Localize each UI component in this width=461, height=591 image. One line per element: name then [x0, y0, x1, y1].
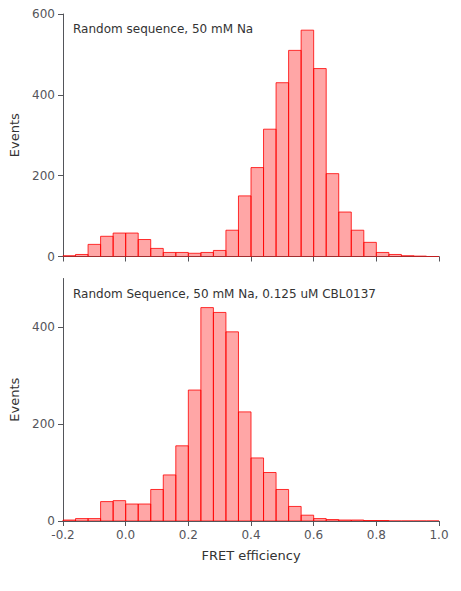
svg-text:0.2: 0.2 [179, 528, 198, 542]
svg-text:Random Sequence, 50 mM Na, 0.1: Random Sequence, 50 mM Na, 0.125 uM CBL0… [73, 287, 376, 301]
svg-text:200: 200 [32, 169, 55, 183]
svg-text:400: 400 [32, 88, 55, 102]
svg-text:1.0: 1.0 [429, 528, 448, 542]
svg-text:FRET efficiency: FRET efficiency [201, 548, 301, 563]
svg-text:0.0: 0.0 [116, 528, 135, 542]
svg-text:0.6: 0.6 [304, 528, 323, 542]
svg-text:Random sequence, 50 mM Na: Random sequence, 50 mM Na [73, 22, 253, 36]
svg-text:Events: Events [7, 378, 22, 422]
svg-text:600: 600 [32, 7, 55, 21]
svg-text:0: 0 [47, 250, 55, 264]
svg-text:0.8: 0.8 [367, 528, 386, 542]
svg-text:0: 0 [47, 514, 55, 528]
svg-text:200: 200 [32, 417, 55, 431]
svg-text:Events: Events [7, 113, 22, 157]
svg-text:0.4: 0.4 [241, 528, 260, 542]
svg-text:-0.2: -0.2 [51, 528, 74, 542]
svg-text:400: 400 [32, 320, 55, 334]
